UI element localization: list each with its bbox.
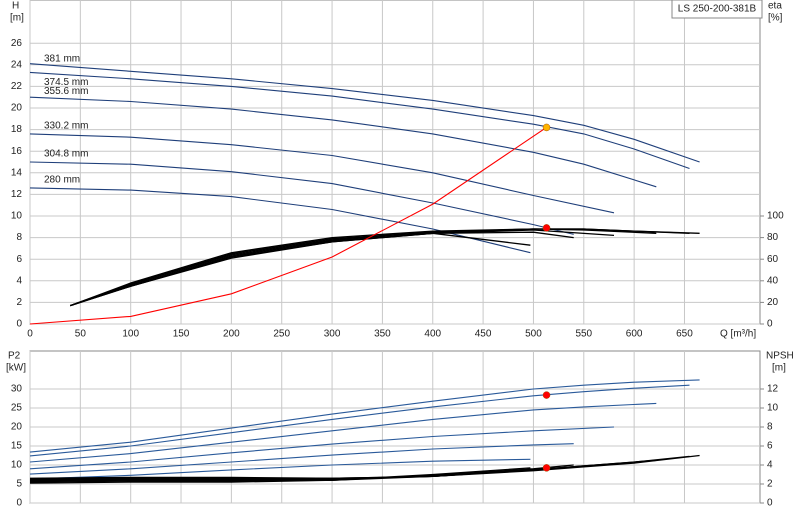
y2-tick-label: 40 xyxy=(767,275,779,286)
curve xyxy=(29,71,690,170)
curve xyxy=(29,467,531,484)
y-tick-label: 14 xyxy=(11,167,23,178)
y-tick-label: 4 xyxy=(16,275,22,286)
y2-tick-label: 8 xyxy=(767,422,773,433)
y-tick-label: 16 xyxy=(11,146,23,157)
y-tick-label: 0 xyxy=(16,319,22,330)
y2-tick-label: 20 xyxy=(767,297,779,308)
y-tick-label: 20 xyxy=(11,103,23,114)
duty-point xyxy=(542,391,551,399)
curve xyxy=(70,228,690,307)
curve xyxy=(70,232,531,307)
y-axis-unit: [m] xyxy=(10,13,24,24)
curve xyxy=(70,228,700,307)
y-tick-label: 25 xyxy=(11,403,23,414)
curve-label: 355.6 mm xyxy=(44,86,88,97)
y2-tick-label: 0 xyxy=(767,498,773,509)
y-tick-label: 12 xyxy=(11,189,23,200)
y-tick-label: 8 xyxy=(16,232,22,243)
y-tick-label: 5 xyxy=(16,479,22,490)
title-box xyxy=(671,0,763,19)
y-tick-label: 0 xyxy=(16,498,22,509)
x-axis-label: Q [m³/h] xyxy=(720,329,756,340)
y-tick-label: 30 xyxy=(11,384,23,395)
x-tick-label: 300 xyxy=(324,329,341,340)
y-tick-label: 20 xyxy=(11,422,23,433)
y2-tick-label: 12 xyxy=(767,384,779,395)
x-tick-label: 250 xyxy=(273,329,290,340)
x-tick-label: 400 xyxy=(424,329,441,340)
curve xyxy=(29,426,615,470)
y2-axis-unit: [m] xyxy=(772,363,786,374)
x-tick-label: 550 xyxy=(575,329,592,340)
curve-label: 374.5 mm xyxy=(44,77,88,88)
y-tick-label: 18 xyxy=(11,124,23,135)
y-tick-label: 26 xyxy=(11,38,23,49)
curve xyxy=(29,161,574,235)
y2-axis-label: eta xyxy=(768,1,782,12)
duty-point xyxy=(542,224,551,232)
curve-label: 381 mm xyxy=(44,53,80,64)
y2-axis-unit: [%] xyxy=(768,13,783,24)
y-axis-unit: [kW] xyxy=(6,363,26,374)
curve xyxy=(29,96,657,188)
curve xyxy=(29,126,547,325)
duty-point xyxy=(542,464,551,472)
y2-tick-label: 100 xyxy=(767,211,784,222)
curve-label: 330.2 mm xyxy=(44,121,88,132)
x-tick-label: 100 xyxy=(122,329,139,340)
curve xyxy=(29,379,700,453)
y2-tick-label: 10 xyxy=(767,403,779,414)
y-tick-label: 6 xyxy=(16,254,22,265)
x-tick-label: 450 xyxy=(475,329,492,340)
y-tick-label: 24 xyxy=(11,59,23,70)
curve xyxy=(70,229,615,307)
y2-tick-label: 80 xyxy=(767,232,779,243)
y-axis-label: P2 xyxy=(8,351,21,362)
y-tick-label: 15 xyxy=(11,441,23,452)
x-tick-label: 600 xyxy=(626,329,643,340)
duty-point xyxy=(542,123,551,132)
y2-tick-label: 4 xyxy=(767,460,773,471)
y-tick-label: 22 xyxy=(11,81,23,92)
curve-label: 304.8 mm xyxy=(44,149,88,160)
x-tick-label: 650 xyxy=(676,329,693,340)
curve xyxy=(29,63,700,163)
x-tick-label: 0 xyxy=(27,329,33,340)
y2-axis-label: NPSH xyxy=(766,351,794,362)
y-tick-label: 10 xyxy=(11,211,23,222)
y-axis-label: H xyxy=(12,1,19,12)
curve xyxy=(70,228,657,307)
x-tick-label: 150 xyxy=(173,329,190,340)
x-tick-label: 500 xyxy=(525,329,542,340)
plot-frame xyxy=(29,0,761,325)
y-tick-label: 2 xyxy=(16,297,22,308)
x-tick-label: 350 xyxy=(374,329,391,340)
curve xyxy=(29,133,615,214)
curve xyxy=(29,443,574,475)
y2-tick-label: 0 xyxy=(767,319,773,330)
x-tick-label: 200 xyxy=(223,329,240,340)
chart-title: LS 250-200-381B xyxy=(678,4,757,15)
y2-tick-label: 2 xyxy=(767,479,773,490)
curve-label: 280 mm xyxy=(44,175,80,186)
y2-tick-label: 60 xyxy=(767,254,779,265)
y-tick-label: 10 xyxy=(11,460,23,471)
curve xyxy=(29,187,531,254)
x-tick-label: 50 xyxy=(75,329,87,340)
curve xyxy=(29,384,690,457)
y2-tick-label: 6 xyxy=(767,441,773,452)
curve xyxy=(29,458,531,480)
curve xyxy=(29,402,657,463)
